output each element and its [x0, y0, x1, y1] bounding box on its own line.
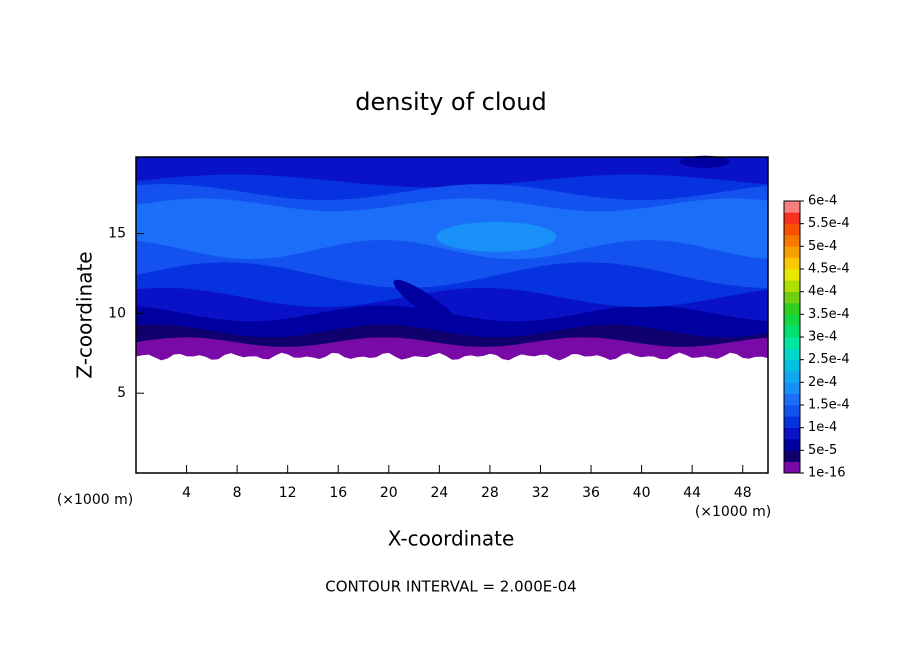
colorbar-swatch — [784, 337, 800, 349]
colorbar-swatch — [784, 291, 800, 304]
colorbar-label: 2.5e-4 — [808, 352, 850, 367]
colorbar-swatch — [784, 359, 800, 372]
x-axis-label: X-coordinate — [388, 527, 515, 551]
footer-note: CONTOUR INTERVAL = 2.000E-04 — [325, 578, 576, 596]
colorbar-swatch — [784, 450, 800, 462]
x-tick-label: 4 — [182, 485, 191, 501]
axes: 4 8 12 16 20 24 28 32 36 40 44 48510151e-165e-51e-4… — [108, 194, 849, 502]
y-tick-label: 10 — [108, 305, 126, 321]
colorbar-label: 3e-4 — [808, 330, 837, 345]
x-tick-label: 28 — [481, 485, 499, 501]
x-tick-label: 44 — [683, 485, 701, 501]
y-tick-label: 5 — [117, 385, 126, 401]
contour-field — [135, 155, 769, 474]
colorbar-label: 3.5e-4 — [808, 307, 850, 322]
colorbar-swatch — [784, 393, 800, 406]
contour-blob — [679, 155, 730, 168]
colorbar-swatch — [784, 257, 800, 270]
colorbar-swatch — [784, 371, 800, 383]
colorbar-label: 1e-16 — [808, 466, 846, 481]
x-tick-label: 16 — [329, 485, 347, 501]
contour-blob — [436, 221, 557, 252]
colorbar-swatch — [784, 269, 800, 281]
colorbar-label: 5e-4 — [808, 239, 837, 254]
colorbar-swatch — [784, 416, 800, 428]
colorbar-swatch — [784, 235, 800, 247]
x-tick-label: 8 — [233, 485, 242, 501]
colorbar-swatch — [784, 461, 800, 474]
y-tick-label: 15 — [108, 226, 126, 242]
colorbar-swatch — [784, 246, 800, 258]
colorbar-swatch — [784, 405, 800, 417]
colorbar-swatch — [784, 223, 800, 236]
y-axis-label: Z-coordinate — [73, 251, 97, 378]
colorbar-label: 1e-4 — [808, 420, 837, 435]
colorbar-label: 2e-4 — [808, 375, 837, 390]
colorbar-label: 6e-4 — [808, 194, 837, 209]
y-unit-label: (×1000 m) — [57, 492, 133, 508]
colorbar-swatch — [784, 325, 800, 338]
colorbar-swatch — [784, 348, 800, 360]
x-tick-label: 40 — [633, 485, 651, 501]
colorbar-swatch — [784, 212, 800, 224]
colorbar-swatch — [784, 427, 800, 440]
colorbar-label: 5.5e-4 — [808, 216, 850, 231]
colorbar-label: 1.5e-4 — [808, 398, 850, 413]
x-tick-label: 20 — [380, 485, 398, 501]
colorbar-swatch — [784, 201, 800, 213]
colorbar-label: 4e-4 — [808, 284, 837, 299]
colorbar-swatch — [784, 280, 800, 292]
plot-border — [135, 156, 769, 474]
x-tick-label: 12 — [279, 485, 297, 501]
x-tick-label: 48 — [734, 485, 752, 501]
colorbar-label: 5e-5 — [808, 443, 837, 458]
contour-blob — [393, 279, 460, 328]
colorbar-swatch — [784, 439, 800, 451]
colorbar-swatch — [784, 303, 800, 315]
x-tick-label: 24 — [430, 485, 448, 501]
chart-title: density of cloud — [355, 88, 546, 116]
colorbar-swatch — [784, 314, 800, 326]
x-tick-label: 36 — [582, 485, 600, 501]
colorbar-label: 4.5e-4 — [808, 262, 850, 277]
x-tick-label: 32 — [532, 485, 550, 501]
x-unit-label: (×1000 m) — [695, 504, 771, 520]
colorbar-swatch — [784, 382, 800, 394]
